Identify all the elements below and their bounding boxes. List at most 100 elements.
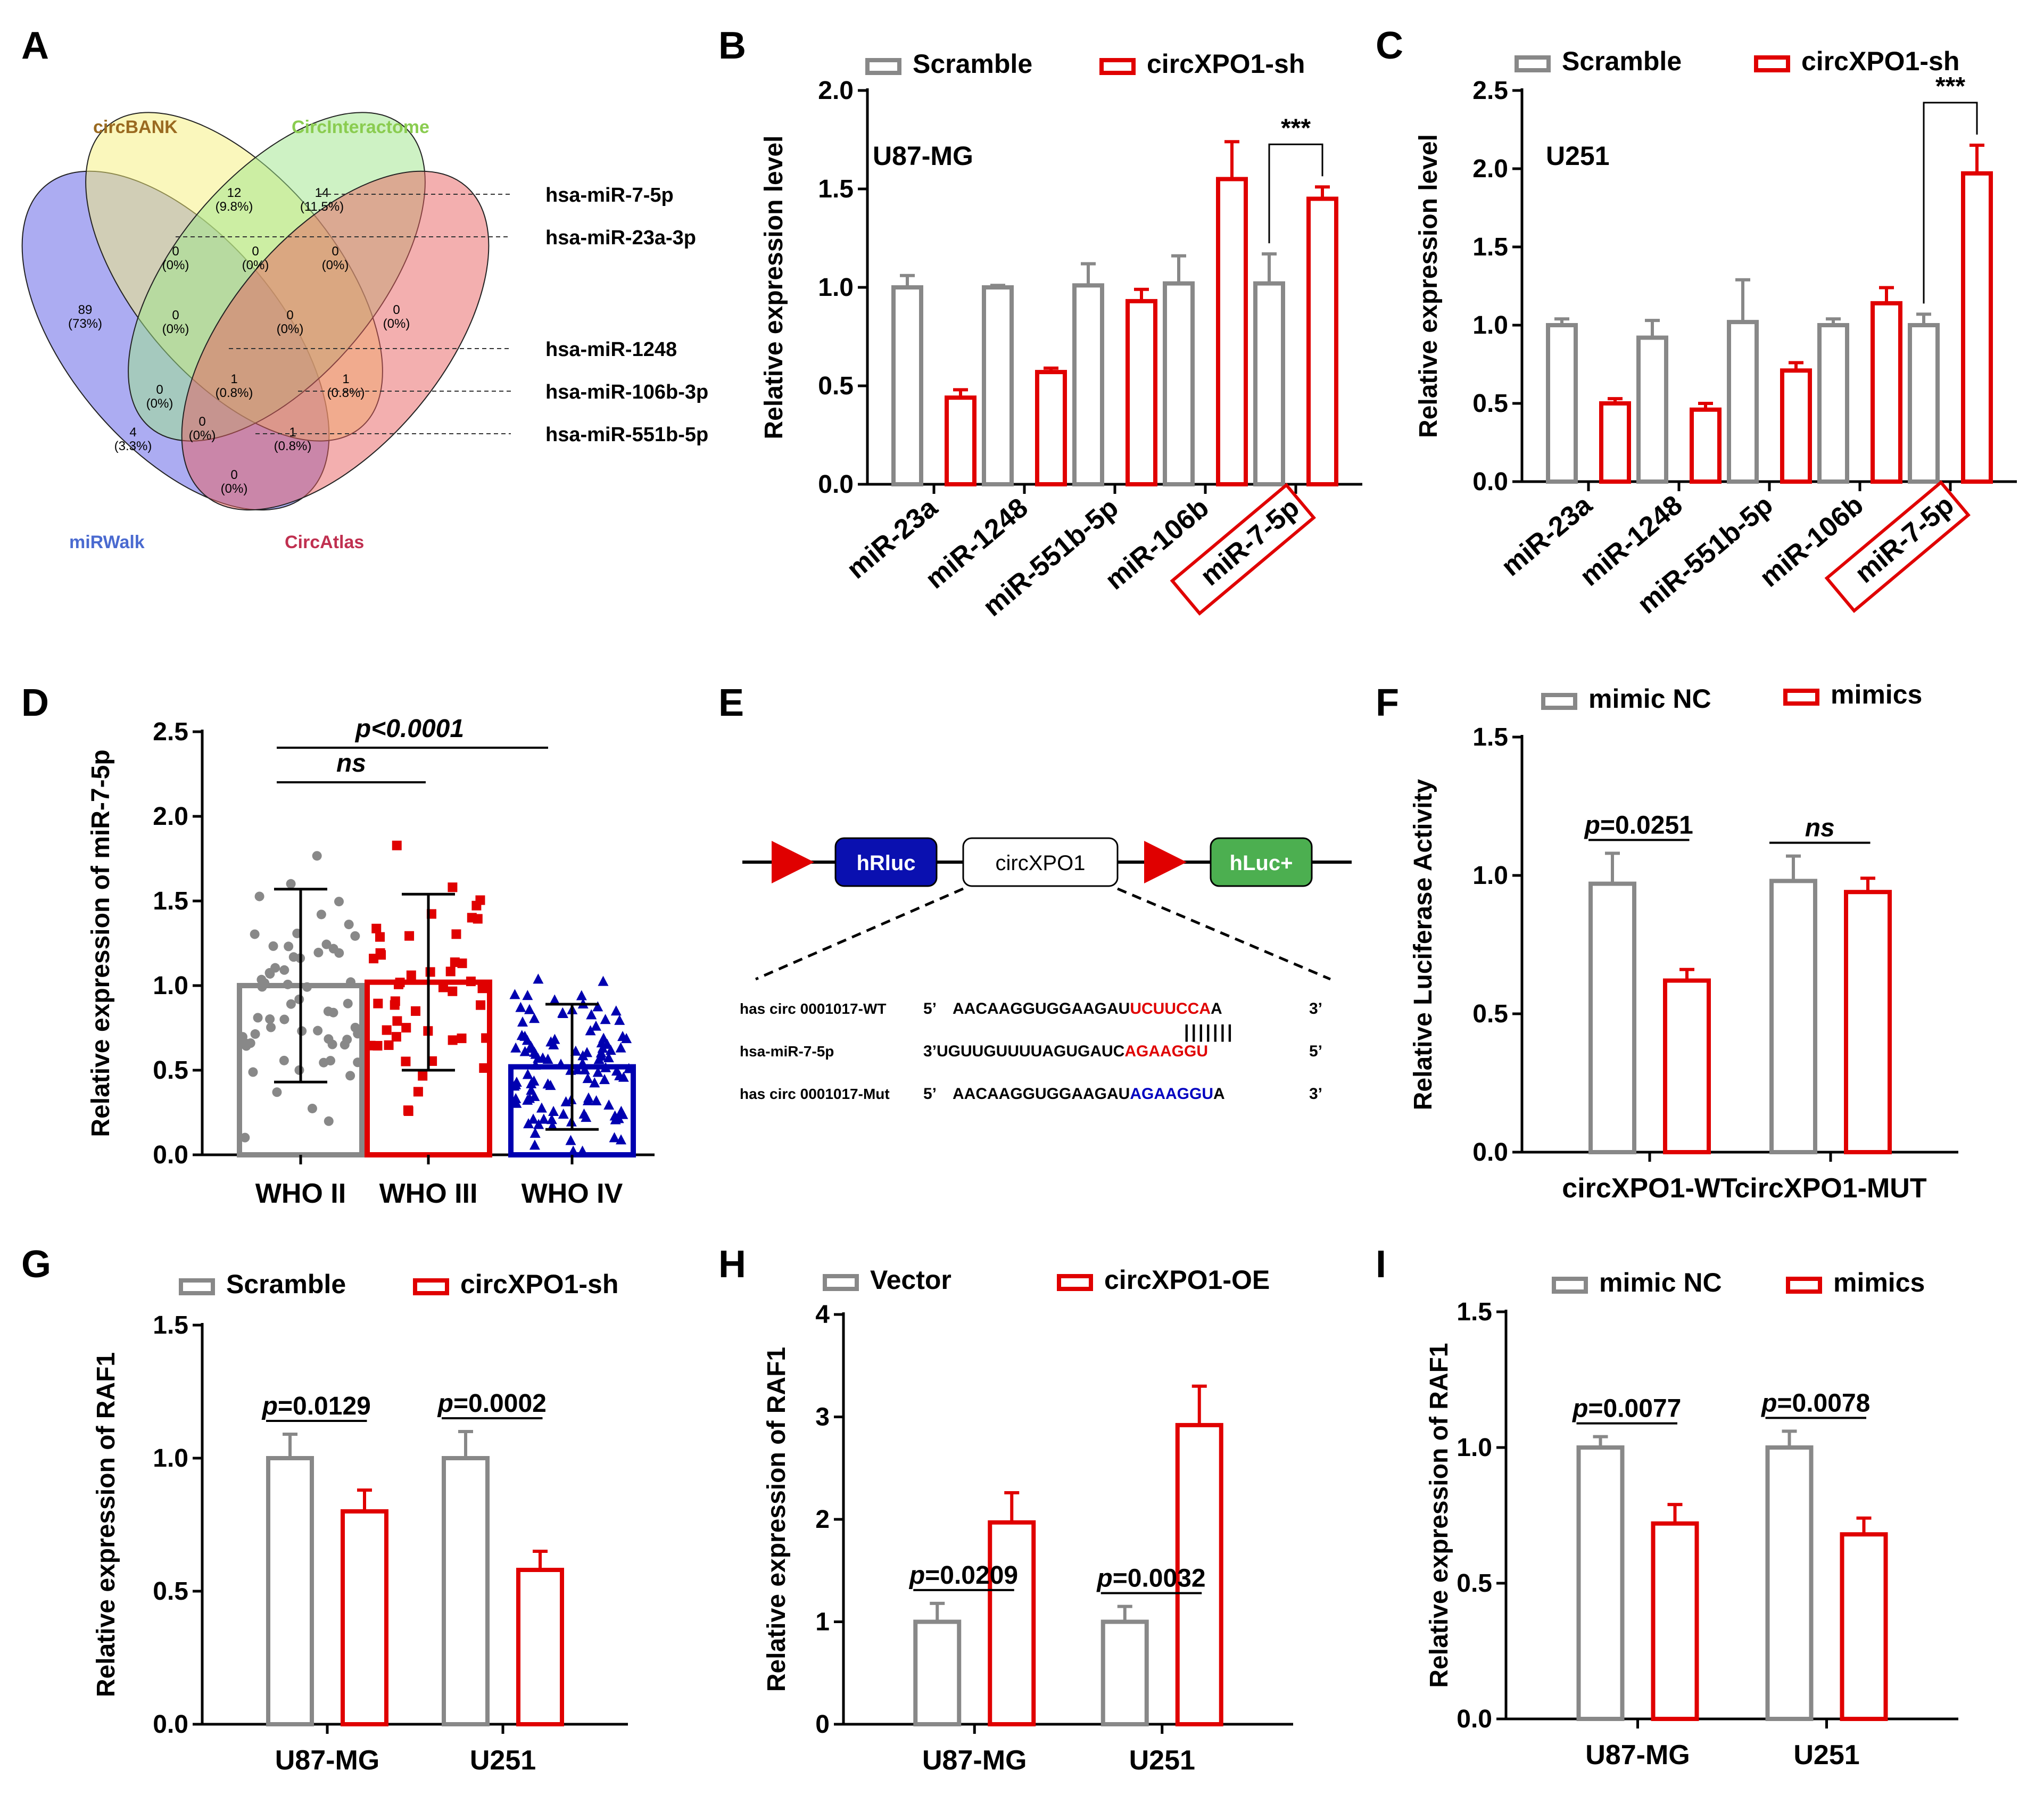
promoter-arrow-icon: [1144, 841, 1187, 883]
seq-prime-3: 3’: [1309, 1085, 1322, 1103]
data-point: [403, 1106, 413, 1116]
data-point: [545, 1036, 557, 1047]
seq-part: AACAAGGUGGAAGAU: [953, 1000, 1130, 1018]
data-point: [457, 958, 467, 969]
seq-prime-3: 5’: [1309, 1043, 1322, 1060]
bar: [1780, 368, 1812, 484]
p-symbol: p: [1571, 1395, 1588, 1423]
y-tick-label: 2: [815, 1506, 830, 1534]
data-point: [517, 1016, 528, 1027]
data-point: [404, 931, 415, 941]
venn-region-count: 0: [252, 244, 259, 259]
set-label-circatlas: CircAtlas: [285, 532, 364, 552]
hluc-label: hLuc+: [1230, 851, 1293, 875]
seq-text: AACAAGGUGGAAGAUUCUUCCAA: [953, 1000, 1222, 1018]
x-tick-label: U87-MG: [1585, 1740, 1690, 1771]
data-point: [516, 1030, 527, 1040]
data-point: [547, 1120, 558, 1131]
data-point: [467, 913, 477, 923]
chart-title: U87-MG: [873, 141, 973, 171]
x-tick-label: WHO II: [255, 1178, 346, 1209]
legend-swatch: [865, 58, 901, 75]
hrluc-box: [834, 837, 938, 887]
bar: [988, 1520, 1036, 1726]
significance-label: p=0.0251: [1584, 811, 1693, 839]
data-point: [477, 983, 487, 994]
bar: [266, 1456, 314, 1726]
legend-label: mimics: [1833, 1268, 1925, 1297]
venn-region-count: 0: [156, 383, 163, 397]
data-point: [406, 970, 416, 980]
legend-label: mimics: [1831, 680, 1922, 709]
significance-label: ns: [1805, 814, 1835, 842]
seq-part: A: [1213, 1085, 1225, 1103]
seq-prime-5: 5’: [923, 1000, 937, 1018]
chart-h: H 0 1 2 3 4 Relative expression of RAF1 Vector c…: [718, 1243, 1293, 1776]
data-point: [609, 1132, 620, 1143]
y-tick-label: 0.0: [153, 1710, 188, 1739]
data-point: [523, 1118, 534, 1129]
data-point: [425, 967, 435, 977]
bar: [1961, 171, 1993, 484]
data-point: [519, 1046, 531, 1056]
data-point: [313, 947, 324, 957]
data-point: [510, 1042, 522, 1053]
bar: [1035, 370, 1067, 486]
data-point: [279, 965, 289, 975]
data-point: [457, 1033, 467, 1044]
y-axis-label: Relative expression of RAF1: [763, 1347, 791, 1692]
legend-label: Scramble: [226, 1269, 346, 1299]
venn-region-percent: (0%): [146, 396, 173, 411]
panel-label-e: E: [718, 682, 744, 724]
y-axis-label: Relative expression of RAF1: [92, 1352, 120, 1697]
data-point: [615, 1042, 626, 1053]
seq-seed: UCUUCCA: [1130, 1000, 1211, 1018]
significance-label: p=0.0077: [1571, 1395, 1681, 1423]
bar: [1126, 299, 1157, 487]
data-point: [268, 941, 278, 951]
x-tick-label: U251: [470, 1745, 536, 1776]
legend-label: mimic NC: [1599, 1268, 1722, 1297]
data-point: [549, 994, 560, 1005]
bar: [1588, 881, 1636, 1154]
bar: [1599, 401, 1631, 484]
legend-label: Scramble: [1562, 46, 1682, 76]
set-label-mirwalk: miRWalk: [69, 532, 145, 552]
y-tick-label: 1.0: [1457, 1434, 1492, 1462]
panel-label: H: [718, 1243, 746, 1286]
data-point: [401, 1023, 411, 1033]
significance-label: ns: [336, 749, 366, 778]
bar: [1306, 196, 1338, 486]
data-point: [576, 990, 587, 1000]
bar: [1840, 1532, 1888, 1721]
data-point: [536, 1102, 547, 1113]
data-point: [617, 1109, 628, 1119]
seq-prime-5: 5’: [923, 1085, 937, 1103]
venn-region-percent: (0%): [277, 322, 304, 336]
seq-part: 3’UGUUGUUUUAGUGAUC: [923, 1043, 1124, 1060]
data-point: [324, 1116, 334, 1126]
bar: [1727, 320, 1759, 484]
bar: [1100, 1619, 1149, 1726]
venn-region-percent: (0%): [189, 428, 216, 443]
data-point: [591, 1095, 602, 1106]
y-tick-label: 0.0: [818, 470, 854, 499]
data-point: [450, 957, 460, 967]
data-point: [528, 1113, 539, 1124]
legend-label: mimic NC: [1588, 684, 1711, 714]
legend-swatch: [413, 1278, 449, 1295]
data-point: [617, 1031, 628, 1041]
mirna-label: hsa-miR-551b-5p: [545, 424, 708, 446]
sequence-rows: has circ 0001017-WT 5’ AACAAGGUGGAAGAUUCUU…: [740, 1000, 1322, 1103]
data-point: [373, 1041, 383, 1051]
data-point: [343, 998, 353, 1008]
data-point: [257, 982, 267, 992]
legend-label: circXPO1-sh: [1147, 49, 1305, 79]
bar: [516, 1568, 564, 1726]
data-point: [522, 1069, 533, 1079]
data-point: [451, 929, 461, 939]
data-point: [342, 1035, 352, 1045]
data-point: [526, 1085, 537, 1095]
legend-label: circXPO1-OE: [1104, 1265, 1270, 1295]
venn-region-percent: (0%): [221, 482, 248, 496]
